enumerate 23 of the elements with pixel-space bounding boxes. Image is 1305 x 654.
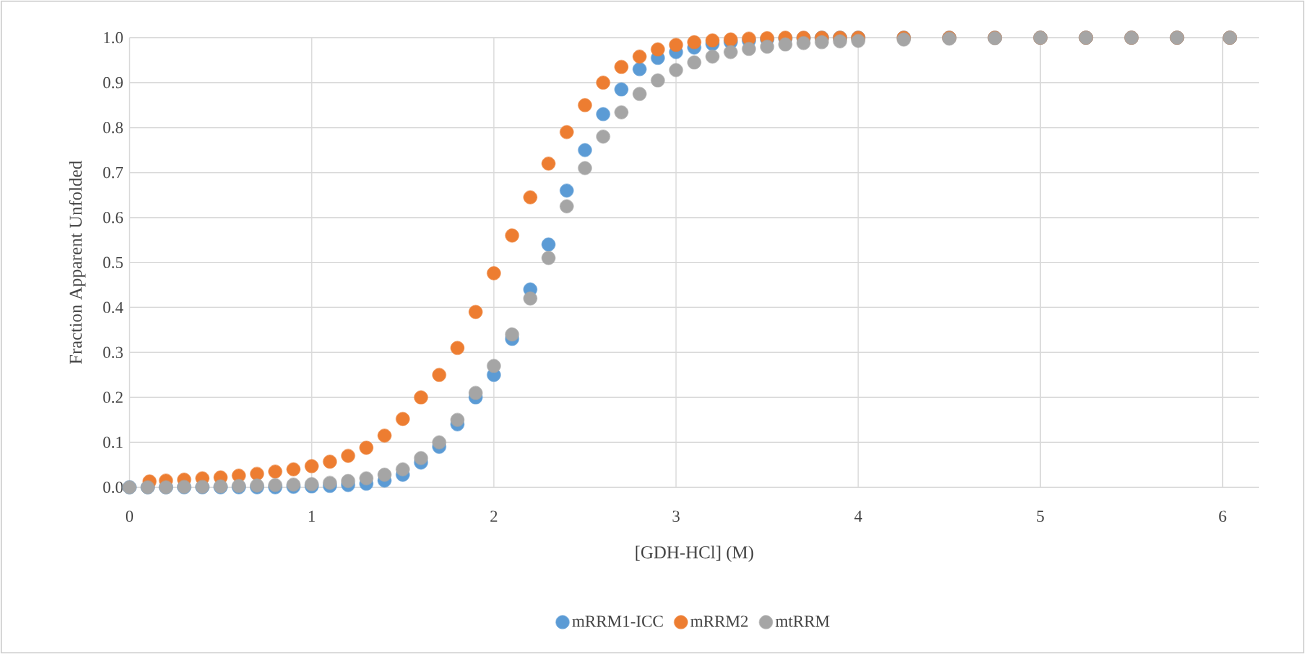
legend-label: mRRM2 bbox=[690, 615, 748, 627]
y-tick-label: 1.0 bbox=[104, 32, 123, 44]
x-tick-label: 1 bbox=[308, 510, 315, 522]
legend-label: mRRM1-ICC bbox=[572, 615, 663, 627]
y-tick-label: 0.4 bbox=[103, 301, 124, 314]
x-tick-label: 5 bbox=[1037, 510, 1044, 522]
x-tick-label: 6 bbox=[1219, 510, 1227, 522]
y-tick-label: 0.2 bbox=[103, 391, 123, 404]
y-tick-label: 0.8 bbox=[103, 121, 123, 134]
y-tick-label: 0.1 bbox=[103, 436, 123, 448]
y-tick-label: 0.7 bbox=[103, 166, 123, 179]
y-tick-label: 0.5 bbox=[103, 256, 123, 269]
x-tick-label: 0 bbox=[125, 510, 134, 522]
x-tick-label: 3 bbox=[672, 510, 680, 522]
x-tick-label: 2 bbox=[490, 510, 498, 522]
x-axis-title: [GDH-HCl] (M) bbox=[635, 545, 754, 563]
x-tick-label: 4 bbox=[854, 510, 863, 522]
y-tick-label: 0.6 bbox=[103, 211, 123, 224]
y-tick-label: 0.3 bbox=[103, 346, 123, 359]
legend-label: mtRRM bbox=[775, 615, 830, 627]
y-axis-title: Fraction Apparent Unfolded bbox=[68, 160, 86, 364]
y-tick-label: 0.0 bbox=[103, 481, 123, 493]
y-tick-label: 0.9 bbox=[103, 77, 123, 89]
